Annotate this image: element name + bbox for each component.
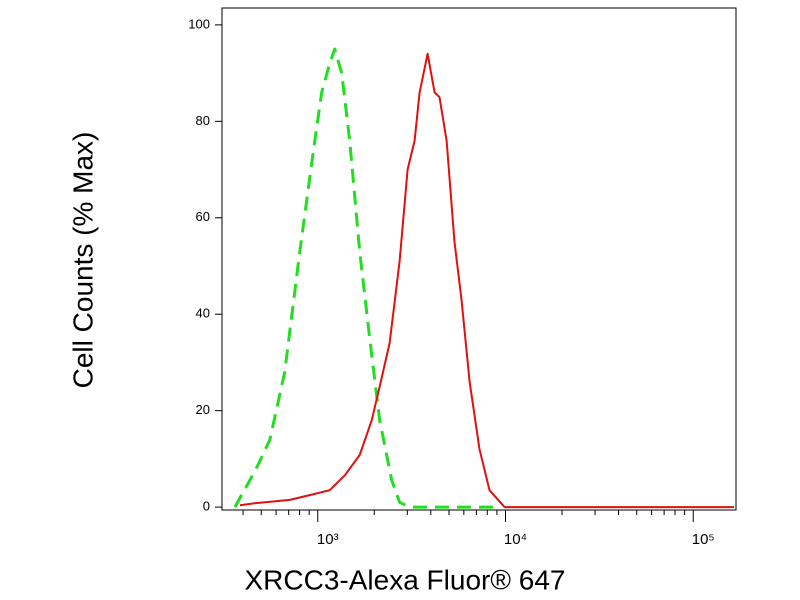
y-tick-label: 20 (196, 402, 210, 417)
y-tick-label: 60 (196, 209, 210, 224)
series-line (239, 52, 734, 509)
y-tick-label: 40 (196, 306, 210, 321)
y-axis-label: Cell Counts (% Max) (67, 132, 98, 389)
y-tick-label: 80 (196, 113, 210, 128)
y-tick-label: 100 (188, 16, 210, 31)
plot-frame (221, 7, 737, 511)
x-tick-label: 10⁴ (504, 531, 527, 548)
x-tick-label: 10³ (317, 531, 339, 548)
y-tick-label: 0 (203, 499, 210, 514)
x-tick-label: 10⁵ (692, 531, 715, 548)
x-axis-label: XRCC3-Alexa Fluor® 647 (245, 564, 566, 595)
series-line (233, 47, 500, 509)
